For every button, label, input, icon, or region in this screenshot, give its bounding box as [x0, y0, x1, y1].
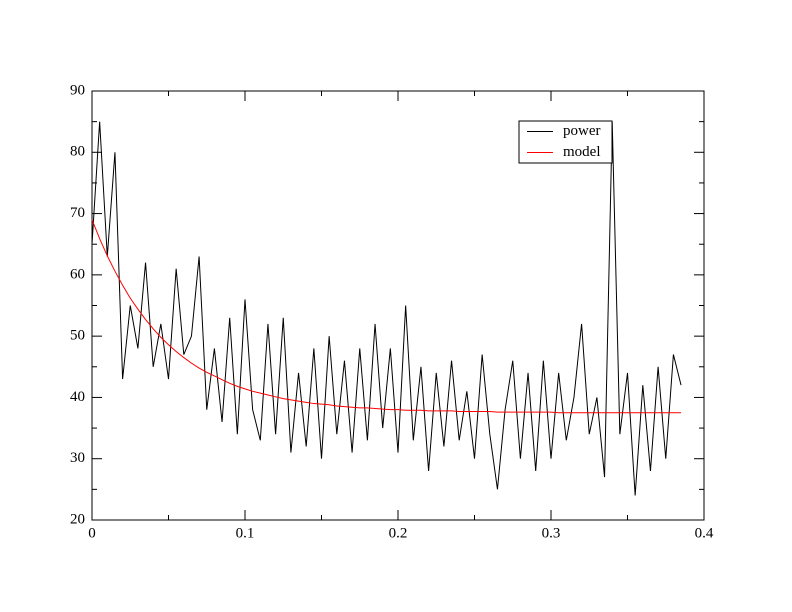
y-tick-label: 20	[70, 511, 85, 527]
x-tick-label: 0.4	[695, 525, 714, 541]
series-line	[91, 121, 682, 496]
y-tick-label: 50	[70, 328, 85, 344]
x-tick-label: 0	[88, 525, 96, 541]
x-tick-label: 0.1	[236, 525, 255, 541]
series-line	[91, 219, 682, 414]
legend-label: power	[563, 123, 601, 139]
y-tick-label: 60	[70, 266, 85, 282]
y-tick-label: 90	[70, 82, 85, 98]
y-tick-label: 30	[70, 450, 85, 466]
y-tick-label: 70	[70, 205, 85, 221]
legend-box	[518, 120, 613, 164]
y-tick-label: 80	[70, 144, 85, 160]
x-tick-label: 0.3	[542, 525, 561, 541]
x-tick-label: 0.2	[389, 525, 408, 541]
legend-label: model	[563, 144, 601, 160]
y-tick-label: 40	[70, 389, 85, 405]
